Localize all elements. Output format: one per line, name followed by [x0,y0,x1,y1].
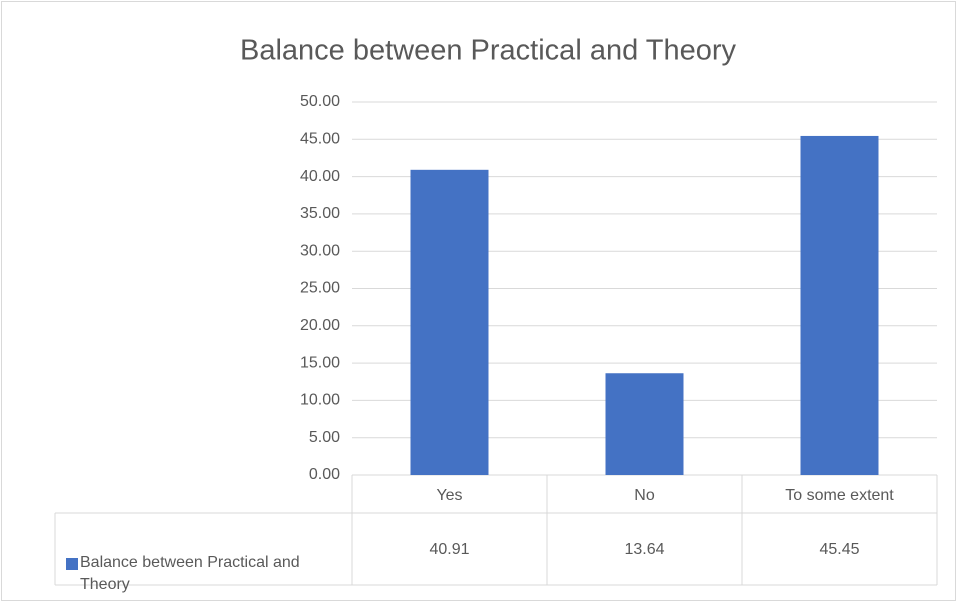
y-tick-label: 15.00 [300,354,340,371]
x-tick-label: Yes [436,487,462,504]
bar [605,373,684,475]
legend-label-box: Balance between Practical and Theory [80,554,300,593]
chart-title: Balance between Practical and Theory [240,35,736,67]
y-tick-label: 20.00 [300,317,340,334]
y-tick-label: 35.00 [300,205,340,222]
y-tick-label: 5.00 [309,429,340,446]
y-tick-label: 50.00 [300,93,340,110]
y-tick-label: 30.00 [300,242,340,259]
table-value: 45.45 [819,541,859,558]
table-value: 13.64 [624,541,664,558]
y-tick-label: 0.00 [309,466,340,483]
legend-label: Balance between Practical and Theory [80,554,300,593]
y-tick-label: 45.00 [300,131,340,148]
legend-swatch [66,558,78,570]
bar [800,135,879,475]
bar [410,169,489,475]
table-value: 40.91 [429,541,469,558]
x-tick-label: No [634,487,655,504]
y-tick-label: 40.00 [300,168,340,185]
y-tick-label: 10.00 [300,392,340,409]
data-table [54,475,938,586]
y-tick-label: 25.00 [300,280,340,297]
x-tick-label: To some extent [785,487,894,504]
